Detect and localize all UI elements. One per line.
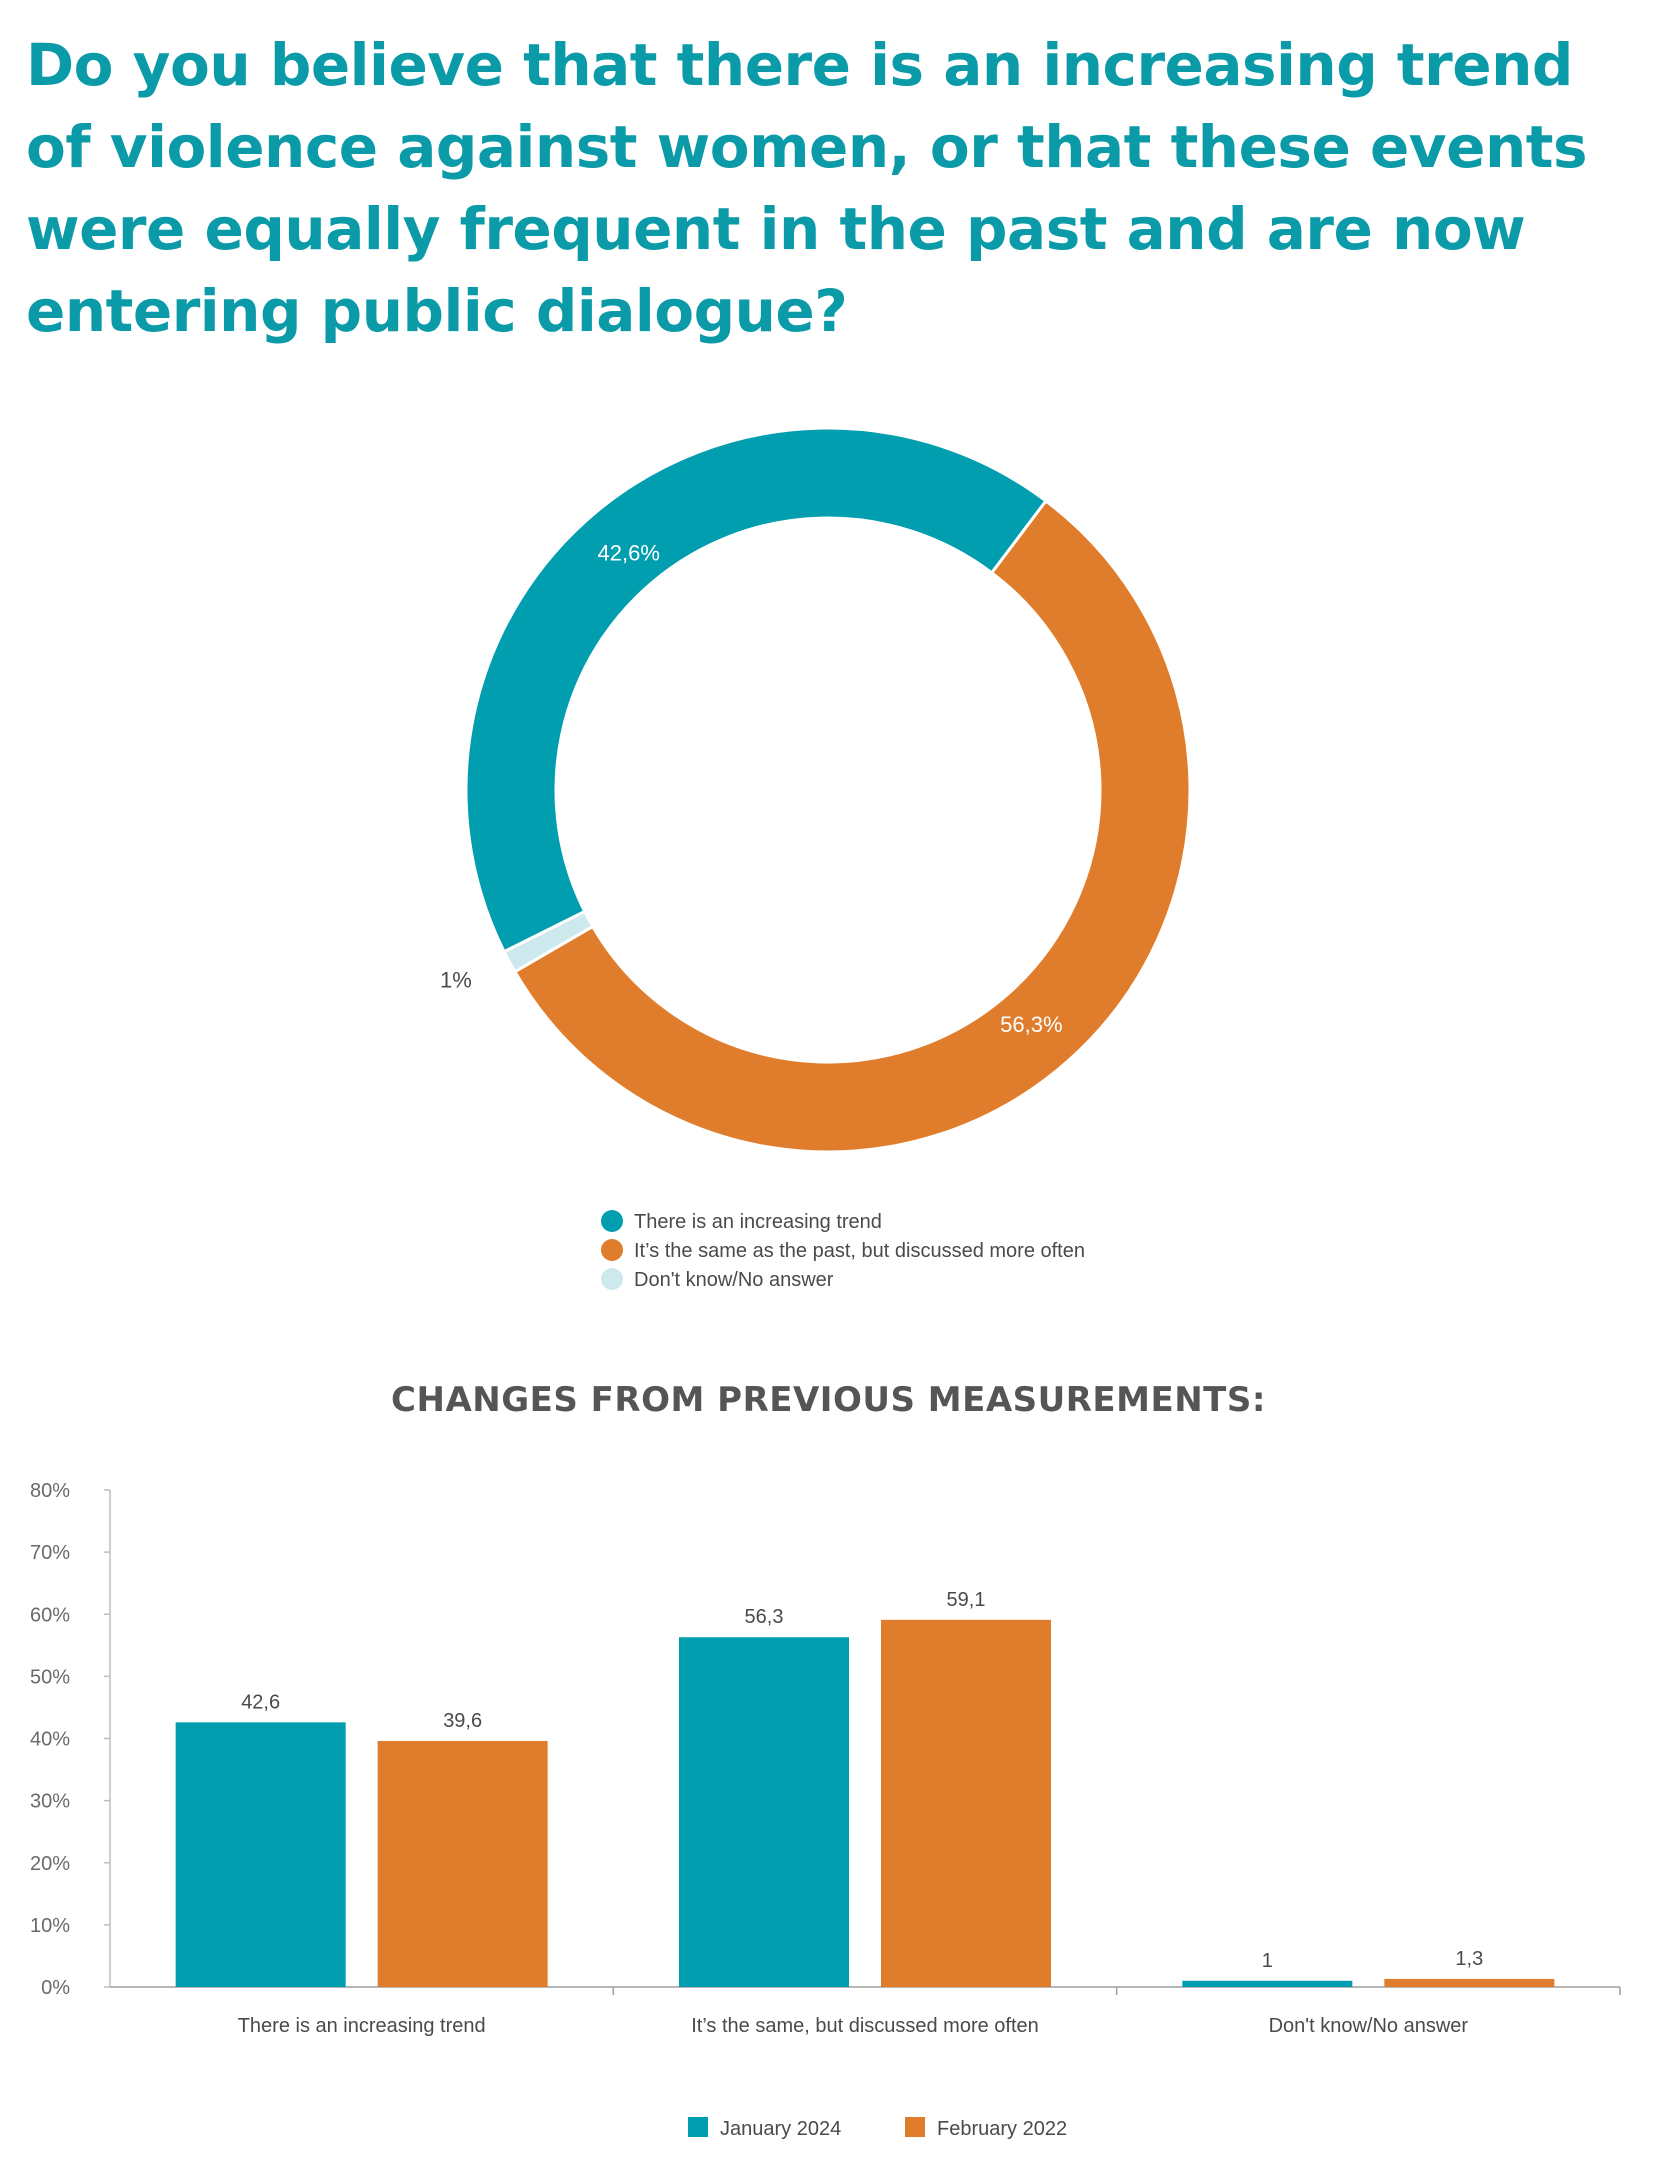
- y-tick-label: 40%: [30, 1729, 70, 1751]
- bar: [881, 1619, 1051, 1987]
- bar: [1182, 1980, 1353, 1987]
- legend-label: There is an increasing trend: [634, 1211, 882, 1233]
- donut-slice: [512, 498, 1192, 1154]
- bar-value-label: 1,3: [1455, 1948, 1483, 1970]
- bar-value-label: 1: [1262, 1950, 1273, 1972]
- y-tick-label: 80%: [30, 1480, 70, 1502]
- y-tick-label: 0%: [41, 1977, 70, 1999]
- legend-label: February 2022: [937, 2118, 1067, 2140]
- bar-value-label: 39,6: [443, 1710, 482, 1732]
- legend-label: Don't know/No answer: [634, 1269, 834, 1291]
- bar: [175, 1722, 346, 1987]
- legend-marker: [688, 2117, 708, 2137]
- legend-marker: [601, 1210, 623, 1232]
- bar: [679, 1637, 849, 1987]
- legend-label: January 2024: [720, 2118, 841, 2140]
- bar: [1384, 1978, 1555, 1987]
- donut-slice-label: 42,6%: [598, 541, 660, 566]
- bar: [377, 1740, 548, 1987]
- donut-slice: [464, 426, 1048, 954]
- bar-chart-title: CHANGES FROM PREVIOUS MEASUREMENTS:: [391, 1380, 1266, 1420]
- y-tick-label: 10%: [30, 1915, 70, 1937]
- legend-marker: [601, 1239, 623, 1261]
- x-tick-label: It’s the same, but discussed more often: [691, 2015, 1039, 2037]
- y-tick-label: 50%: [30, 1666, 70, 1688]
- legend-label: It’s the same as the past, but discussed…: [634, 1240, 1085, 1262]
- legend-marker: [601, 1268, 623, 1290]
- bar-value-label: 42,6: [241, 1691, 280, 1713]
- x-tick-label: There is an increasing trend: [238, 2015, 486, 2037]
- y-tick-label: 30%: [30, 1791, 70, 1813]
- y-tick-label: 60%: [30, 1604, 70, 1626]
- donut-chart: 42,6% 56,3% 1% There is an increasing trend…: [440, 426, 1192, 1291]
- y-tick-label: 20%: [30, 1853, 70, 1875]
- bar-value-label: 59,1: [947, 1589, 986, 1611]
- donut-slice-label: 56,3%: [1000, 1012, 1062, 1037]
- x-tick-label: Don't know/No answer: [1269, 2015, 1469, 2037]
- y-tick-label: 70%: [30, 1542, 70, 1564]
- legend-marker: [905, 2117, 925, 2137]
- bar-value-label: 56,3: [745, 1606, 784, 1628]
- page-title: Do you believe that there is an increasi…: [26, 31, 1588, 345]
- donut-slice-label: 1%: [440, 968, 472, 993]
